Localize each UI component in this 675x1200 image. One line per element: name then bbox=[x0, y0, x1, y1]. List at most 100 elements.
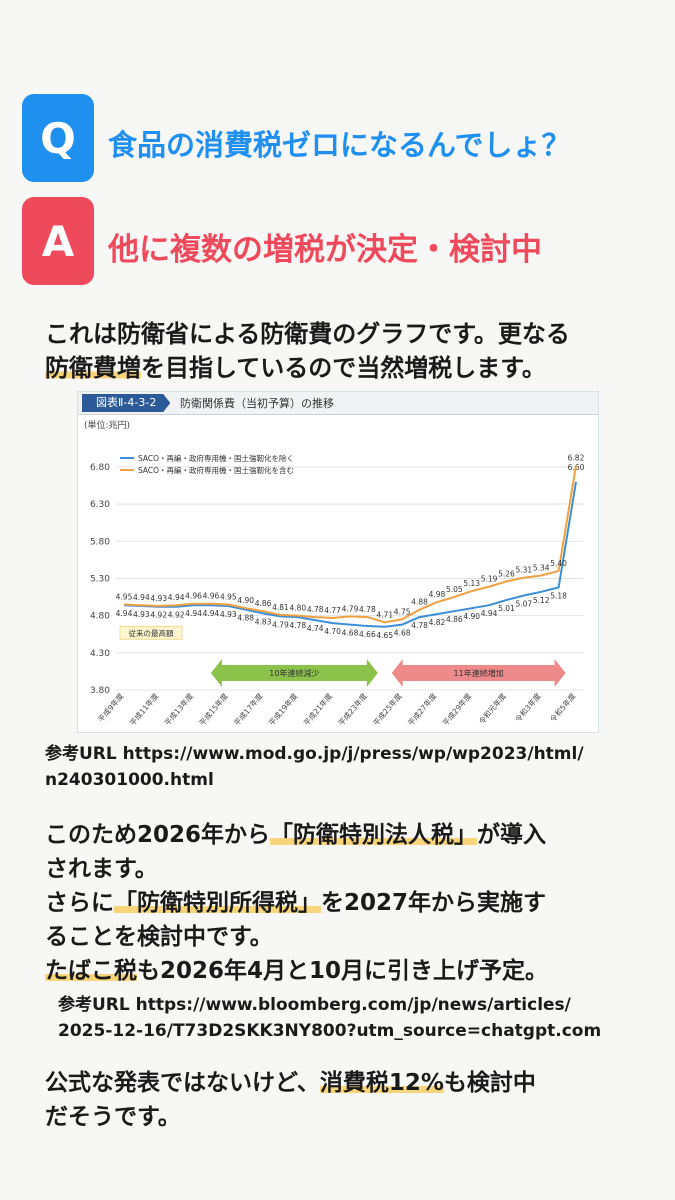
a-badge: A bbox=[22, 197, 94, 285]
x-tick-label: 平成27年度 bbox=[405, 690, 438, 727]
closing-line-1-b: も検討中 bbox=[443, 1070, 536, 1096]
data-label: 4.75 bbox=[394, 607, 411, 616]
y-tick-label: 6.30 bbox=[90, 500, 110, 510]
closing-paragraph: 公式な発表ではないけど、消費税12%も検討中 だそうです。 bbox=[45, 1066, 536, 1134]
prev-max-label: 従来の最高額 bbox=[129, 628, 174, 638]
increase-arrow bbox=[391, 659, 566, 687]
reference-url-2-line-2: 2025-12-16/T73D2SKK3NY800?utm_source=cha… bbox=[58, 1021, 602, 1041]
data-label: 5.40 bbox=[550, 559, 567, 568]
closing-line-2: だそうです。 bbox=[45, 1104, 181, 1130]
prev-max-callout bbox=[119, 625, 183, 640]
tax-line-3-a: さらに bbox=[45, 890, 114, 916]
data-label: 4.71 bbox=[376, 610, 393, 619]
figure-title: 防衛関係費（当初予算）の推移 bbox=[180, 397, 334, 410]
legend-label: SACO・再編・政府専用機・国土強靭化を含む bbox=[138, 465, 294, 475]
data-label: 6.82 bbox=[568, 453, 585, 462]
data-label: 4.92 bbox=[150, 611, 167, 620]
decrease-arrow bbox=[210, 659, 378, 687]
reference-url-1-line-2: n240301000.html bbox=[45, 770, 214, 790]
defense-budget-chart: 図表Ⅱ-4-3-2 防衛関係費（当初予算）の推移 (単位:兆円) 3.80 4.30… bbox=[77, 391, 599, 733]
series-line bbox=[123, 481, 577, 628]
data-label: 4.82 bbox=[429, 618, 446, 627]
figure-id: 図表Ⅱ-4-3-2 bbox=[82, 394, 171, 412]
q-badge: Q bbox=[22, 94, 94, 182]
y-tick-label: 4.30 bbox=[90, 649, 110, 659]
data-label: 4.78 bbox=[411, 621, 428, 630]
x-tick-label: 平成17年度 bbox=[232, 690, 265, 727]
data-label: 4.94 bbox=[168, 593, 185, 602]
data-label: 5.05 bbox=[446, 585, 463, 594]
data-label: 4.66 bbox=[359, 630, 376, 639]
question-text: 食品の消費税ゼロになるんでしょ？ bbox=[108, 128, 571, 162]
highlight-consumption-tax: 消費税12% bbox=[319, 1070, 444, 1096]
x-tick-label: 令和元年度 bbox=[476, 690, 508, 726]
intro-line-2: 防衛費増を目指しているので当然増税します。 bbox=[45, 351, 570, 385]
x-tick-label: 平成11年度 bbox=[127, 690, 160, 727]
data-label: 5.19 bbox=[481, 575, 498, 584]
closing-line-1: 公式な発表ではないけど、消費税12%も検討中 bbox=[45, 1066, 536, 1100]
data-label: 5.01 bbox=[498, 604, 515, 613]
intro-paragraph: これは防衛省による防衛費のグラフです。更なる 防衛費増を目指しているので当然増税… bbox=[45, 317, 570, 385]
highlight-tobacco-tax: たばこ税 bbox=[45, 958, 137, 984]
data-label: 4.74 bbox=[307, 624, 324, 633]
data-label: 4.95 bbox=[116, 592, 133, 601]
chart-header: 図表Ⅱ-4-3-2 防衛関係費（当初予算）の推移 bbox=[78, 392, 598, 415]
data-label: 4.79 bbox=[272, 620, 289, 629]
data-label: 4.90 bbox=[463, 612, 480, 621]
intro-line-1: これは防衛省による防衛費のグラフです。更なる bbox=[45, 320, 570, 348]
highlight-income-tax: 「防衛特別所得税」 bbox=[114, 890, 321, 916]
intro-line-2-rest: を目指しているので当然増税します。 bbox=[141, 354, 546, 382]
highlight-corporate-tax: 「防衛特別法人税」 bbox=[270, 822, 478, 848]
data-label: 4.77 bbox=[324, 606, 341, 615]
data-label: 4.96 bbox=[185, 592, 202, 601]
series-line bbox=[123, 465, 577, 624]
x-tick-label: 平成19年度 bbox=[266, 690, 299, 727]
y-tick-label: 4.80 bbox=[90, 612, 110, 622]
data-label: 4.94 bbox=[116, 609, 133, 618]
tax-line-5: たばこ税も2026年4月と10月に引き上げ予定。 bbox=[45, 954, 548, 988]
data-label: 4.94 bbox=[203, 609, 220, 618]
data-label: 5.13 bbox=[463, 579, 480, 588]
y-tick-label: 5.30 bbox=[90, 574, 110, 584]
tax-paragraph: このため2026年から「防衛特別法人税」が導入 されます。 さらに「防衛特別所得… bbox=[45, 818, 548, 988]
tax-line-1-b: が導入 bbox=[477, 822, 547, 848]
data-label: 4.92 bbox=[168, 611, 185, 620]
data-label: 4.94 bbox=[133, 593, 150, 602]
legend-label: SACO・再編・政府専用機・国土強靭化を除く bbox=[138, 453, 294, 463]
x-tick-label: 平成29年度 bbox=[440, 690, 473, 727]
unit-label: (単位:兆円) bbox=[84, 419, 130, 431]
data-label: 4.90 bbox=[237, 596, 254, 605]
y-tick-label: 6.80 bbox=[90, 463, 110, 473]
data-label: 5.26 bbox=[498, 569, 515, 578]
reference-url-2-line-1: 参考URL https://www.bloomberg.com/jp/news/… bbox=[58, 995, 571, 1015]
data-label: 4.88 bbox=[237, 614, 254, 623]
tax-line-1-a: このため2026年から bbox=[45, 822, 271, 848]
data-label: 4.70 bbox=[324, 627, 341, 636]
tax-line-4: ることを検討中です。 bbox=[45, 924, 273, 950]
tax-line-3-b: を2027年から実施す bbox=[321, 890, 547, 916]
data-label: 4.79 bbox=[342, 604, 359, 613]
data-label: 4.78 bbox=[307, 605, 324, 614]
x-tick-label: 令和3年度 bbox=[513, 690, 543, 723]
data-label: 5.07 bbox=[515, 600, 532, 609]
x-tick-label: 平成23年度 bbox=[336, 690, 369, 727]
data-label: 4.96 bbox=[203, 592, 220, 601]
tax-line-5-b: も2026年4月と10月に引き上げ予定。 bbox=[137, 958, 549, 984]
increase-label: 11年連続増加 bbox=[454, 668, 504, 678]
data-label: 4.78 bbox=[359, 605, 376, 614]
highlight-defense-increase: 防衛費増 bbox=[45, 354, 141, 382]
x-tick-label: 平成25年度 bbox=[371, 690, 404, 727]
data-label: 5.31 bbox=[515, 566, 532, 575]
data-label: 4.94 bbox=[481, 609, 498, 618]
y-tick-label: 3.80 bbox=[90, 686, 110, 696]
data-label: 4.86 bbox=[255, 599, 272, 608]
data-label: 4.78 bbox=[289, 621, 306, 630]
reference-url-2[interactable]: 参考URL https://www.bloomberg.com/jp/news/… bbox=[58, 992, 601, 1044]
data-label: 4.93 bbox=[220, 610, 237, 619]
data-label: 4.93 bbox=[133, 610, 150, 619]
y-tick-label: 5.80 bbox=[90, 537, 110, 547]
x-tick-label: 令和5年度 bbox=[548, 690, 578, 723]
data-label: 4.68 bbox=[394, 629, 411, 638]
data-label: 5.18 bbox=[550, 591, 567, 600]
reference-url-1[interactable]: 参考URL https://www.mod.go.jp/j/press/wp/w… bbox=[45, 741, 584, 793]
